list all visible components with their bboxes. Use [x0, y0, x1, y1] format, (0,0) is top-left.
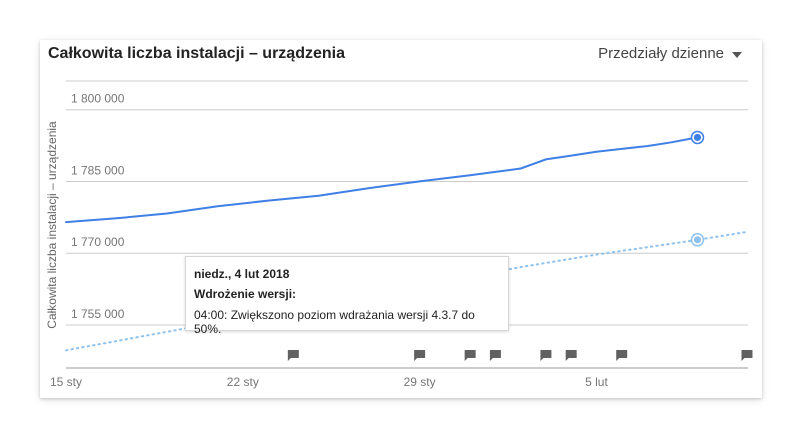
y-tick-label: 1 755 000	[71, 307, 125, 321]
highlight-point-dotted[interactable]	[693, 236, 702, 244]
flag-icon[interactable]	[616, 350, 628, 361]
flag-icon[interactable]	[464, 350, 476, 361]
y-tick-label: 1 800 000	[71, 92, 125, 106]
tooltip-date: niedz., 4 lut 2018	[194, 267, 290, 281]
chevron-down-icon	[732, 51, 742, 58]
flag-icon[interactable]	[741, 350, 753, 361]
flag-icon[interactable]	[414, 350, 426, 361]
series-line-solid	[65, 136, 699, 224]
flag-icon[interactable]	[287, 350, 299, 361]
x-tick-label: 5 lut	[585, 375, 608, 389]
x-tick-label: 15 sty	[50, 375, 82, 389]
x-tick-label: 29 sty	[404, 375, 436, 389]
x-tick-label: 22 sty	[227, 375, 259, 389]
flag-icon[interactable]	[540, 350, 552, 361]
y-tick-label: 1 770 000	[71, 235, 125, 249]
chart-tooltip: niedz., 4 lut 2018 Wdrożenie wersji: 04:…	[185, 256, 509, 336]
flag-icon[interactable]	[565, 350, 577, 361]
chart-card: Całkowita liczba instalacji – urządzenia…	[40, 40, 762, 398]
tooltip-text: 04:00: Zwiększono poziom wdrażania wersj…	[194, 308, 475, 336]
y-tick-label: 1 785 000	[71, 163, 125, 177]
tooltip-heading: Wdrożenie wersji:	[194, 287, 297, 301]
interval-dropdown[interactable]: Przedziały dzienne	[598, 45, 742, 62]
chart-title: Całkowita liczba instalacji – urządzenia	[48, 45, 345, 62]
interval-dropdown-label: Przedziały dzienne	[598, 45, 724, 62]
highlight-point-solid[interactable]	[693, 133, 702, 142]
flag-icon[interactable]	[489, 350, 501, 361]
